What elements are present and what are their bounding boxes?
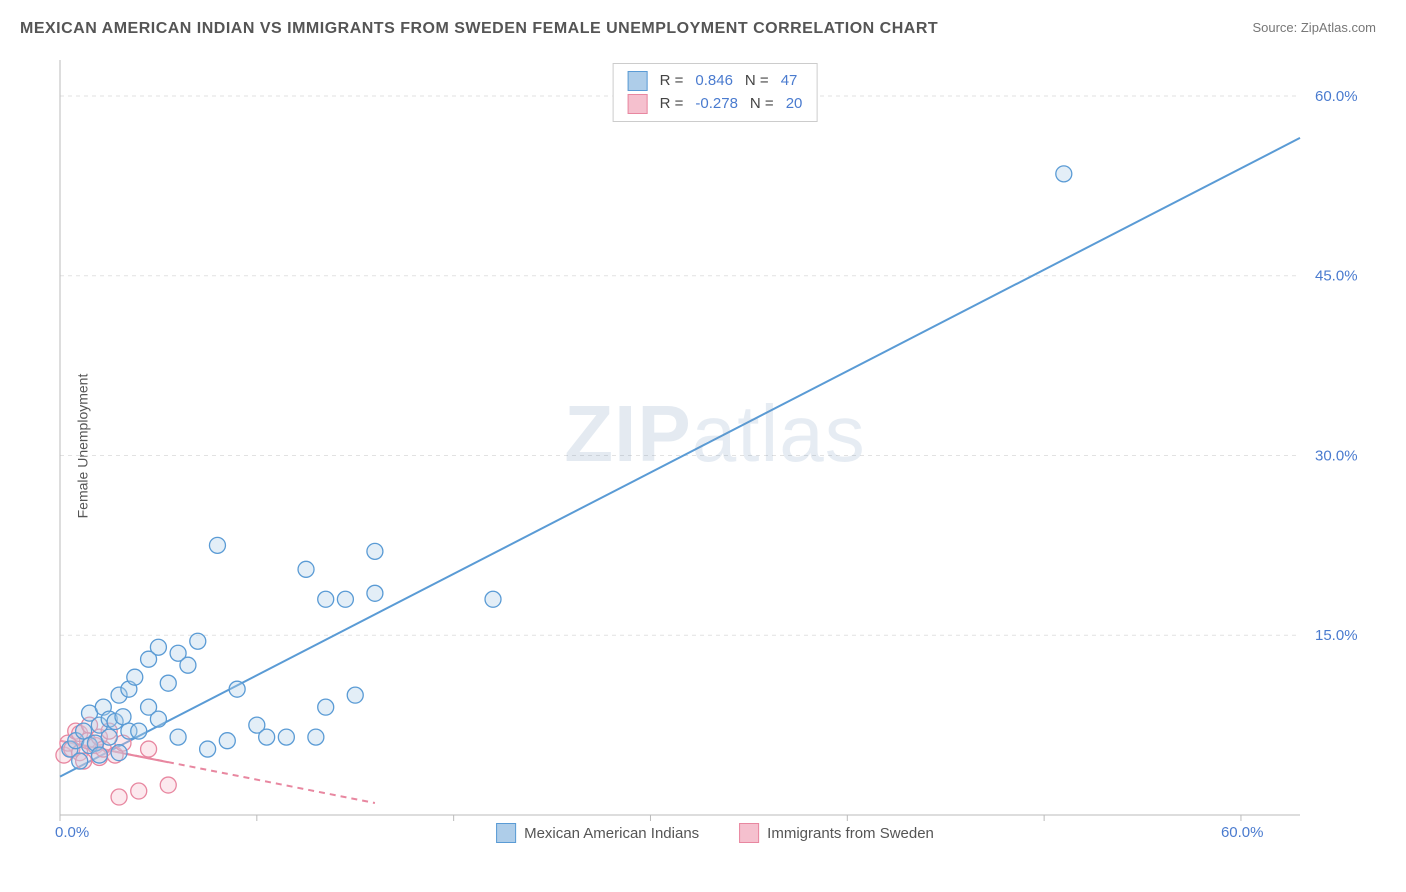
- svg-text:30.0%: 30.0%: [1315, 447, 1358, 464]
- swatch-series1: [628, 71, 648, 91]
- legend-label-series1: Mexican American Indians: [524, 825, 699, 842]
- swatch-series2: [628, 94, 648, 114]
- legend-item-series2: Immigrants from Sweden: [739, 823, 934, 843]
- n-value-series1: 47: [781, 70, 798, 93]
- scatter-chart: 15.0% 30.0% 45.0% 60.0% 0.0% 60.0%: [55, 55, 1375, 845]
- bottom-legend: Mexican American Indians Immigrants from…: [496, 823, 934, 843]
- r-label: R =: [660, 93, 684, 116]
- svg-text:15.0%: 15.0%: [1315, 627, 1358, 644]
- r-label: R =: [660, 70, 684, 93]
- n-label: N =: [745, 70, 769, 93]
- stats-legend-box: R = 0.846 N = 47 R = -0.278 N = 20: [613, 63, 818, 122]
- source-attribution: Source: ZipAtlas.com: [1252, 20, 1376, 35]
- n-label: N =: [750, 93, 774, 116]
- chart-title: MEXICAN AMERICAN INDIAN VS IMMIGRANTS FR…: [20, 20, 938, 38]
- swatch-series2-icon: [739, 823, 759, 843]
- legend-item-series1: Mexican American Indians: [496, 823, 699, 843]
- stats-row-series2: R = -0.278 N = 20: [628, 93, 803, 116]
- svg-text:60.0%: 60.0%: [1315, 88, 1358, 105]
- svg-text:60.0%: 60.0%: [1221, 824, 1264, 841]
- legend-label-series2: Immigrants from Sweden: [767, 825, 934, 842]
- n-value-series2: 20: [786, 93, 803, 116]
- stats-row-series1: R = 0.846 N = 47: [628, 70, 803, 93]
- swatch-series1-icon: [496, 823, 516, 843]
- chart-area: 15.0%30.0%45.0%60.0%0.0%60.0% ZIPatlas R…: [55, 55, 1375, 845]
- r-value-series1: 0.846: [695, 70, 733, 93]
- svg-text:45.0%: 45.0%: [1315, 268, 1358, 285]
- svg-text:0.0%: 0.0%: [55, 824, 89, 841]
- r-value-series2: -0.278: [695, 93, 738, 116]
